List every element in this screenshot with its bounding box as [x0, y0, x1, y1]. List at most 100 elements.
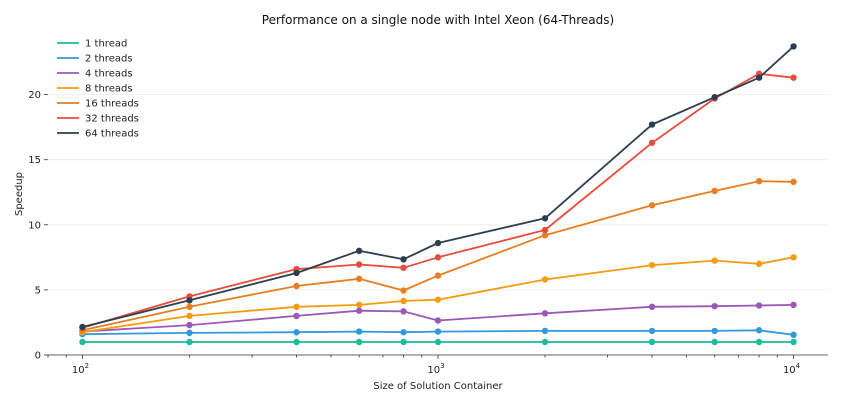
data-point — [755, 260, 763, 268]
data-point — [293, 303, 300, 311]
legend-label: 16 threads — [85, 99, 139, 110]
data-point — [79, 323, 86, 331]
y-axis-label: Speedup — [14, 172, 25, 216]
y-tick-label: 20 — [28, 90, 41, 101]
data-point — [648, 139, 656, 146]
x-tick-exponent: 4 — [796, 362, 801, 370]
legend-label: 64 threads — [85, 129, 139, 140]
data-point — [186, 297, 193, 304]
data-point — [790, 338, 797, 346]
data-point — [400, 338, 407, 346]
x-tick-exponent: 2 — [85, 362, 89, 370]
data-point — [755, 338, 763, 346]
series-2-threads — [79, 327, 797, 339]
data-point — [400, 287, 407, 294]
data-point — [790, 301, 797, 309]
data-point — [790, 178, 797, 186]
data-point — [648, 202, 656, 209]
data-point — [790, 74, 797, 81]
data-point — [541, 338, 549, 346]
data-point — [755, 302, 763, 309]
data-point — [186, 312, 193, 320]
legend-item: 32 threads — [57, 114, 139, 125]
data-point — [293, 282, 300, 290]
data-point — [355, 328, 363, 335]
x-axis: 102 103 104 — [47, 354, 828, 376]
y-tick-label: 5 — [35, 285, 41, 296]
data-point — [648, 338, 656, 346]
data-point — [79, 338, 86, 346]
series-group — [79, 43, 797, 346]
data-point — [400, 329, 407, 336]
data-point — [434, 328, 442, 335]
data-point — [541, 232, 549, 239]
x-tick-label: 103 — [427, 362, 444, 376]
data-point — [790, 254, 797, 261]
data-point — [648, 261, 656, 269]
legend-label: 8 threads — [85, 84, 133, 95]
data-point — [648, 121, 656, 128]
series-32-threads — [79, 70, 797, 331]
data-point — [541, 215, 549, 222]
series-64-threads — [79, 43, 797, 331]
data-point — [755, 74, 763, 81]
data-point — [186, 321, 193, 329]
legend-item: 64 threads — [57, 129, 139, 140]
data-point — [355, 307, 363, 314]
data-point — [400, 308, 407, 315]
grid — [48, 94, 828, 291]
legend-label: 2 threads — [85, 54, 133, 65]
data-point — [711, 302, 718, 310]
data-point — [434, 272, 442, 279]
data-point — [186, 303, 193, 311]
y-tick-label: 15 — [28, 155, 41, 166]
data-point — [434, 338, 442, 346]
data-point — [434, 239, 442, 247]
data-point — [355, 301, 363, 309]
data-point — [790, 331, 797, 339]
data-point — [711, 93, 718, 101]
x-tick-label: 104 — [783, 362, 801, 376]
data-point — [711, 327, 718, 335]
data-point — [711, 187, 718, 195]
data-point — [755, 327, 763, 334]
data-point — [755, 177, 763, 185]
data-point — [400, 264, 407, 271]
y-tick-label: 0 — [35, 351, 41, 362]
series-8-threads — [79, 254, 797, 336]
x-tick-label: 102 — [72, 362, 89, 376]
y-tick-label: 10 — [28, 220, 41, 231]
x-tick-base: 10 — [72, 365, 85, 376]
data-point — [400, 256, 407, 263]
legend-item: 4 threads — [57, 69, 133, 80]
data-point — [648, 303, 656, 311]
data-point — [186, 329, 193, 337]
data-point — [293, 312, 300, 320]
data-point — [541, 310, 549, 317]
y-axis: 0 5 10 15 20 — [28, 90, 48, 362]
legend-item: 1 thread — [57, 39, 127, 50]
data-point — [541, 276, 549, 283]
data-point — [711, 257, 718, 264]
legend-label: 32 threads — [85, 114, 139, 125]
x-axis-label: Size of Solution Container — [373, 381, 503, 392]
data-point — [293, 269, 300, 277]
series-1-thread — [79, 338, 797, 346]
data-point — [790, 43, 797, 50]
data-point — [355, 275, 363, 283]
data-point — [434, 317, 442, 324]
data-point — [355, 338, 363, 346]
data-point — [355, 261, 363, 268]
legend-item: 2 threads — [57, 54, 133, 65]
chart-title: Performance on a single node with Intel … — [262, 13, 614, 27]
legend-item: 16 threads — [57, 99, 139, 110]
data-point — [293, 329, 300, 336]
data-point — [400, 297, 407, 305]
legend-item: 8 threads — [57, 84, 133, 95]
data-point — [711, 338, 718, 346]
data-point — [355, 247, 363, 255]
x-tick-base: 10 — [783, 365, 796, 376]
data-point — [541, 226, 549, 234]
x-tick-exponent: 3 — [440, 362, 444, 370]
